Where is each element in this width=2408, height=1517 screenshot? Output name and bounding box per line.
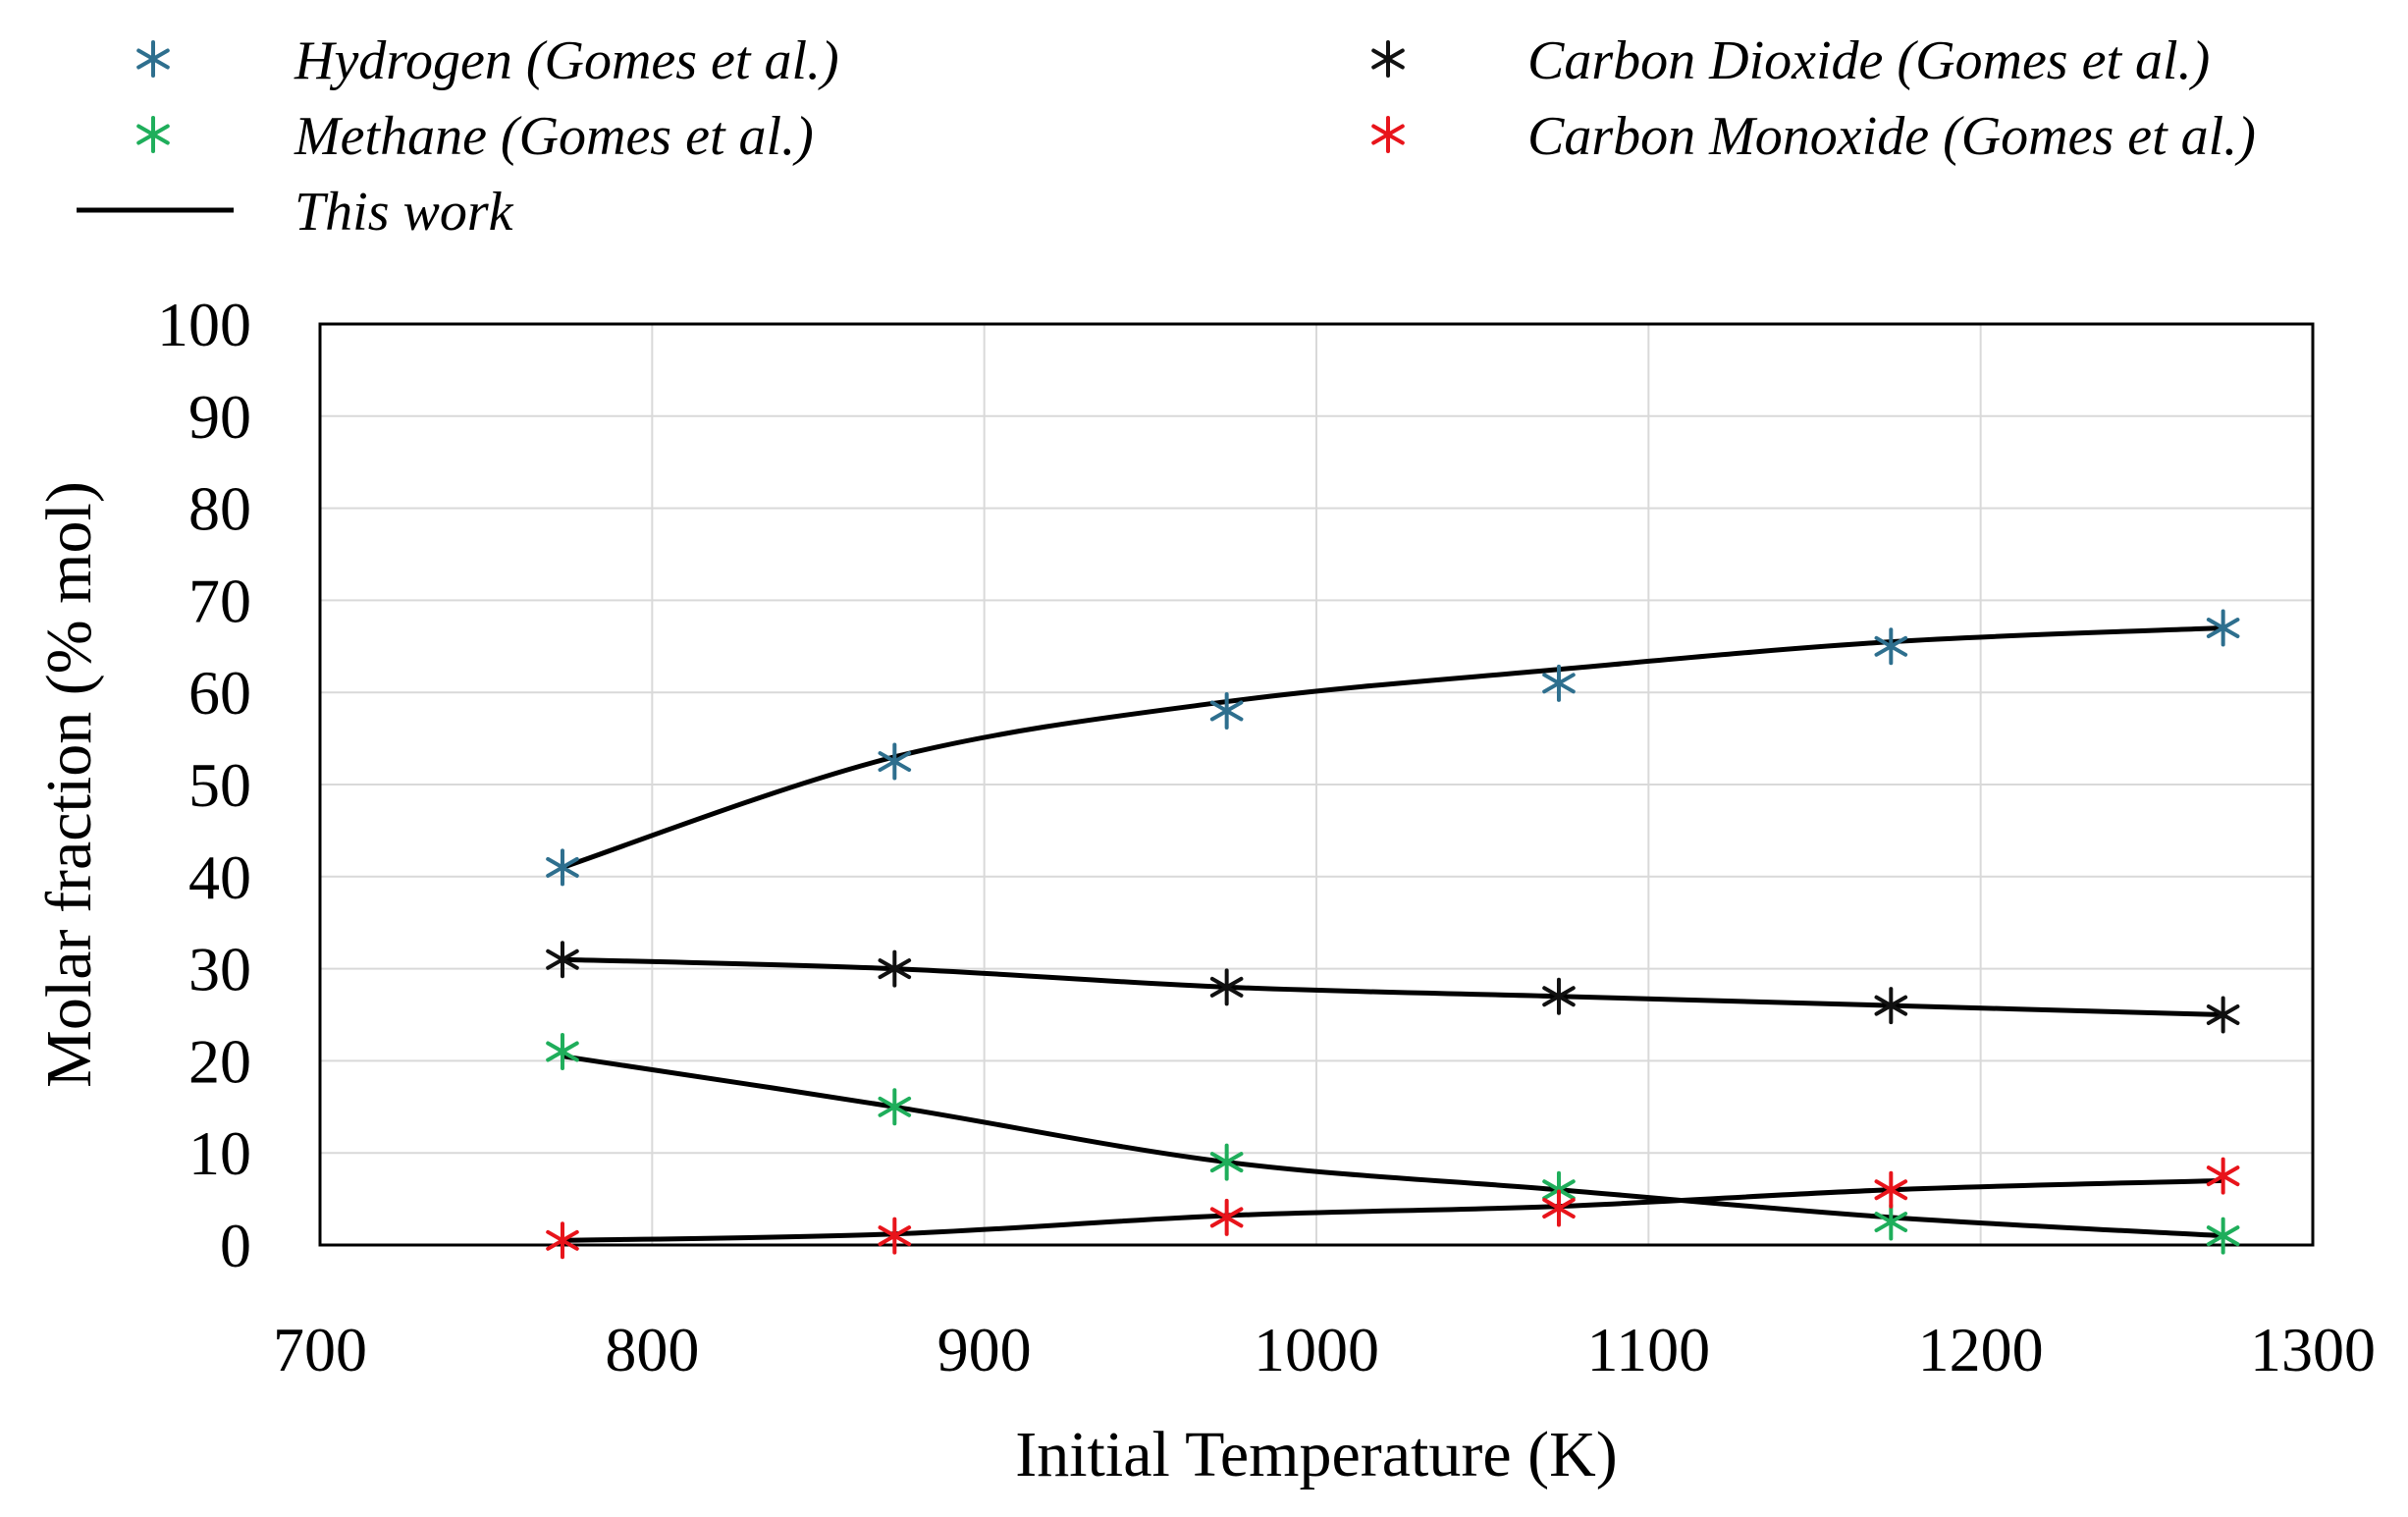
y-tick-label: 20 bbox=[188, 1026, 251, 1096]
legend-label-methane: Methane (Gomes et al.) bbox=[294, 106, 814, 167]
legend-label-carbon-dioxide: Carbon Dioxide (Gomes et al.) bbox=[1527, 30, 2210, 91]
hydrogen-point bbox=[1874, 627, 1908, 666]
this-work-curve-carbon-dioxide bbox=[562, 956, 2223, 1017]
this-work-curve-hydrogen bbox=[562, 625, 2223, 870]
methane-point bbox=[1874, 1203, 1908, 1241]
y-tick-label: 40 bbox=[188, 842, 251, 912]
carbon-dioxide-point bbox=[1874, 987, 1908, 1025]
y-tick-label: 10 bbox=[188, 1118, 251, 1188]
x-tick-label: 700 bbox=[273, 1315, 367, 1384]
methane-point bbox=[1209, 1143, 1244, 1181]
legend-label-this-work: This work bbox=[294, 182, 514, 243]
carbon-dioxide-point bbox=[2206, 996, 2240, 1034]
carbon-dioxide-point bbox=[878, 949, 912, 988]
y-axis-label: Molar fraction (% mol) bbox=[33, 481, 105, 1088]
carbon-dioxide-point bbox=[546, 941, 579, 979]
carbon-monoxide-point bbox=[2206, 1157, 2240, 1195]
y-tick-label: 80 bbox=[188, 474, 251, 544]
hydrogen-point bbox=[2206, 609, 2240, 647]
grid bbox=[320, 324, 2313, 1245]
y-tick-label: 60 bbox=[188, 658, 251, 728]
methane-point bbox=[546, 1033, 579, 1071]
y-tick-label: 90 bbox=[188, 382, 251, 452]
legend-hydrogen-marker bbox=[136, 40, 170, 78]
y-tick-label: 50 bbox=[188, 750, 251, 820]
carbon-monoxide-point bbox=[1209, 1198, 1244, 1236]
legend-methane-marker bbox=[136, 116, 170, 153]
y-tick-label: 0 bbox=[220, 1211, 251, 1280]
carbon-dioxide-point bbox=[1209, 968, 1244, 1006]
hydrogen-point bbox=[546, 848, 579, 887]
this-work-curves bbox=[562, 625, 2223, 1243]
data-markers bbox=[546, 609, 2240, 1260]
carbon-monoxide-point bbox=[1874, 1170, 1908, 1209]
y-tick-label: 100 bbox=[157, 290, 251, 359]
carbon-dioxide-point bbox=[1542, 977, 1576, 1015]
x-tick-label: 1100 bbox=[1587, 1315, 1711, 1384]
x-tick-label: 800 bbox=[605, 1315, 699, 1384]
hydrogen-point bbox=[1209, 691, 1244, 730]
legend: Hydrogen (Gomes et al.) Carbon Dioxide (G… bbox=[77, 30, 2256, 243]
y-axis-ticks: 0 10 20 30 40 50 60 70 80 90 100 bbox=[157, 290, 251, 1280]
x-tick-label: 900 bbox=[937, 1315, 1032, 1384]
legend-label-hydrogen: Hydrogen (Gomes et al.) bbox=[294, 30, 839, 91]
this-work-curve-carbon-monoxide bbox=[562, 1177, 2223, 1243]
legend-label-carbon-monoxide: Carbon Monoxide (Gomes et al.) bbox=[1527, 106, 2256, 167]
y-tick-label: 30 bbox=[188, 935, 251, 1004]
legend-carbon-monoxide-marker bbox=[1371, 116, 1405, 153]
legend-carbon-dioxide-marker bbox=[1371, 40, 1405, 78]
y-tick-label: 70 bbox=[188, 566, 251, 635]
methane-point bbox=[878, 1088, 912, 1126]
carbon-monoxide-point bbox=[1542, 1189, 1576, 1227]
x-axis-ticks: 700 800 900 1000 1100 1200 1300 bbox=[273, 1315, 2376, 1384]
carbon-monoxide-point bbox=[546, 1221, 579, 1260]
hydrogen-point bbox=[878, 742, 912, 781]
x-axis-label: Initial Temperature (K) bbox=[1015, 1419, 1618, 1490]
x-tick-label: 1300 bbox=[2250, 1315, 2376, 1384]
plot-frame bbox=[318, 322, 2315, 1247]
carbon-monoxide-point bbox=[878, 1217, 912, 1255]
x-tick-label: 1000 bbox=[1254, 1315, 1379, 1384]
methane-point bbox=[2206, 1217, 2240, 1255]
hydrogen-point bbox=[1542, 664, 1576, 702]
this-work-curve-methane bbox=[562, 1054, 2223, 1239]
x-tick-label: 1200 bbox=[1918, 1315, 2044, 1384]
